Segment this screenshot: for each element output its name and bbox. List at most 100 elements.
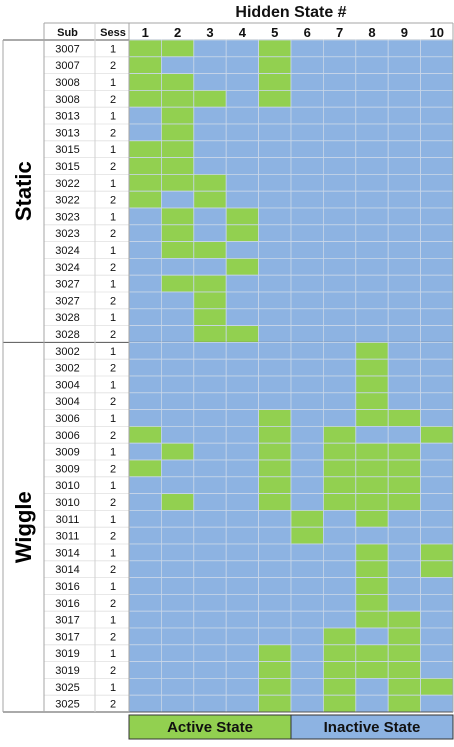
active-state-label: Active State — [167, 719, 253, 736]
inactive-cell — [128, 274, 162, 293]
subject-label: 3025 — [55, 699, 79, 711]
inactive-cell — [420, 526, 454, 545]
active-cell — [387, 627, 422, 646]
inactive-cell — [387, 56, 422, 74]
inactive-cell — [322, 358, 357, 377]
inactive-cell — [355, 90, 389, 108]
inactive-cell — [193, 661, 227, 679]
inactive-cell — [225, 56, 259, 74]
inactive-cell — [290, 56, 324, 74]
inactive-cell — [355, 157, 389, 175]
inactive-cell — [322, 274, 357, 293]
inactive-cell — [225, 157, 259, 175]
inactive-cell — [290, 375, 324, 394]
subject-label: 3023 — [55, 211, 79, 223]
state-header: 6 — [304, 25, 311, 40]
inactive-cell — [290, 678, 324, 696]
inactive-cell — [322, 560, 357, 578]
session-label: 1 — [110, 547, 116, 559]
active-cell — [258, 661, 292, 679]
inactive-cell — [193, 257, 227, 276]
inactive-cell — [387, 90, 422, 108]
active-cell — [355, 375, 389, 394]
inactive-cell — [420, 476, 454, 494]
subject-label: 3028 — [55, 329, 79, 341]
inactive-cell — [225, 644, 259, 662]
inactive-cell — [225, 678, 259, 696]
inactive-cell — [420, 224, 454, 243]
session-label: 1 — [110, 514, 116, 526]
active-cell — [225, 325, 259, 343]
active-cell — [258, 694, 292, 713]
inactive-cell — [258, 106, 292, 125]
inactive-cell — [420, 594, 454, 612]
inactive-cell — [128, 577, 162, 595]
active-cell — [290, 509, 324, 528]
inactive-cell — [193, 425, 227, 444]
subject-label: 3016 — [55, 598, 79, 610]
inactive-cell — [258, 207, 292, 226]
active-cell — [322, 627, 357, 646]
session-label: 1 — [110, 77, 116, 89]
session-label: 2 — [110, 598, 116, 610]
inactive-cell — [258, 241, 292, 259]
inactive-cell — [128, 526, 162, 545]
inactive-cell — [355, 308, 389, 326]
inactive-cell — [225, 241, 259, 259]
inactive-cell — [387, 308, 422, 326]
subject-label: 3011 — [56, 531, 80, 543]
inactive-cell — [387, 291, 422, 310]
inactive-cell — [128, 241, 162, 259]
inactive-cell — [355, 627, 389, 646]
inactive-cell — [193, 56, 227, 74]
inactive-cell — [322, 56, 357, 74]
inactive-cell — [225, 73, 259, 91]
inactive-cell — [225, 123, 259, 142]
inactive-cell — [258, 577, 292, 595]
inactive-cell — [355, 39, 389, 58]
subject-label: 3010 — [55, 497, 79, 509]
session-label: 2 — [110, 699, 116, 711]
inactive-cell — [322, 173, 357, 192]
active-cell — [128, 39, 162, 58]
inactive-cell — [387, 106, 422, 125]
active-cell — [128, 140, 162, 159]
inactive-cell — [225, 358, 259, 377]
subject-label: 3017 — [55, 631, 79, 643]
inactive-cell — [258, 308, 292, 326]
inactive-cell — [290, 459, 324, 478]
inactive-cell — [258, 358, 292, 377]
inactive-cell — [193, 476, 227, 494]
session-label: 1 — [110, 413, 116, 425]
active-cell — [225, 257, 259, 276]
inactive-cell — [322, 577, 357, 595]
inactive-cell — [420, 375, 454, 394]
inactive-cell — [290, 577, 324, 595]
active-cell — [225, 207, 259, 226]
active-cell — [387, 459, 422, 478]
subject-label: 3019 — [55, 648, 79, 660]
subject-label: 3024 — [55, 245, 79, 257]
inactive-cell — [225, 526, 259, 545]
state-header: 10 — [430, 25, 444, 40]
state-header: 8 — [368, 25, 375, 40]
inactive-cell — [387, 375, 422, 394]
subject-label: 3014 — [55, 547, 79, 559]
active-cell — [322, 661, 357, 679]
inactive-cell — [322, 308, 357, 326]
inactive-cell — [387, 392, 422, 410]
active-cell — [160, 207, 195, 226]
inactive-cell — [128, 509, 162, 528]
state-header: 1 — [142, 25, 149, 40]
inactive-cell — [193, 207, 227, 226]
active-cell — [355, 560, 389, 578]
inactive-cell — [290, 106, 324, 125]
inactive-cell — [258, 341, 292, 360]
active-cell — [160, 90, 195, 108]
inactive-cell — [258, 627, 292, 646]
session-label: 2 — [110, 665, 116, 677]
inactive-cell — [225, 173, 259, 192]
inactive-cell — [225, 106, 259, 125]
inactive-cell — [290, 392, 324, 410]
